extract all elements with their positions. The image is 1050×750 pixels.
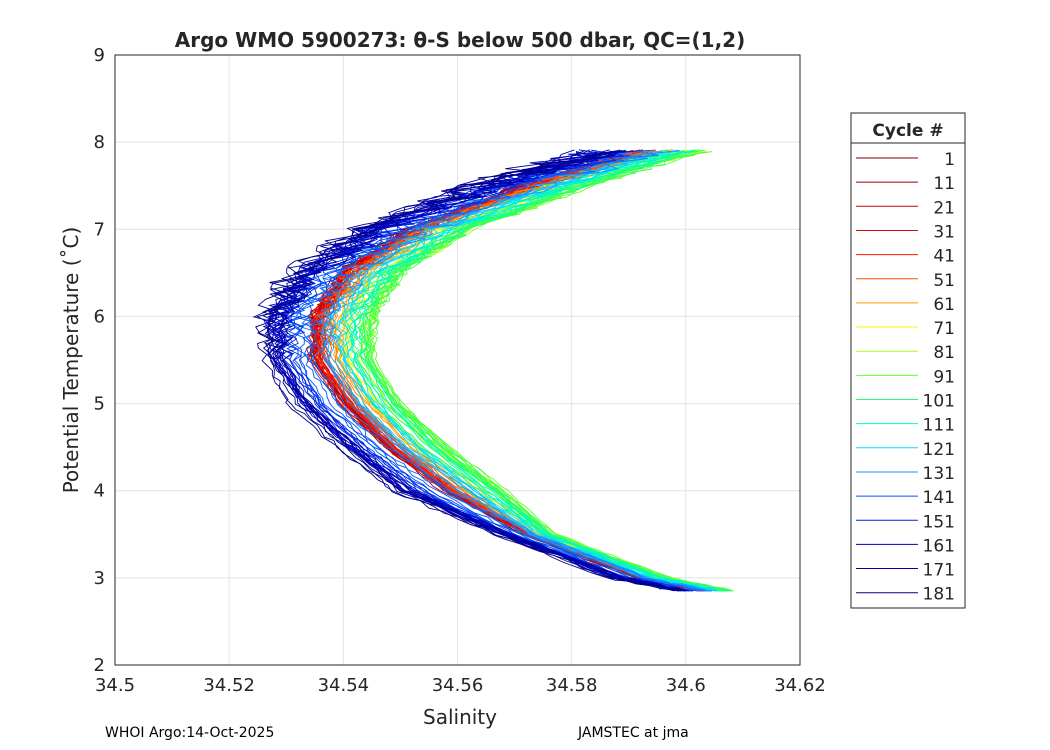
x-tick-label: 34.5 (95, 675, 135, 696)
profile-line-cycle-181 (252, 150, 675, 592)
legend-label-71: 71 (933, 319, 955, 339)
profile-line-cycle-178 (262, 149, 681, 592)
legend-title: Cycle # (872, 121, 943, 141)
legend-label-21: 21 (933, 198, 955, 218)
x-tick-label: 34.62 (774, 675, 826, 696)
profile-line-cycle-134 (305, 150, 699, 592)
x-tick-label: 34.52 (203, 675, 255, 696)
y-tick-label: 7 (94, 219, 105, 240)
y-tick-label: 2 (94, 655, 105, 676)
profile-line-cycle-138 (294, 150, 700, 592)
x-tick-label: 34.54 (318, 675, 370, 696)
x-axis-label: Salinity (423, 705, 497, 729)
legend-label-171: 171 (923, 561, 955, 581)
chart-title: Argo WMO 5900273: θ-S below 500 dbar, QC… (175, 28, 745, 52)
x-tick-label: 34.58 (546, 675, 598, 696)
legend-label-1: 1 (944, 150, 955, 170)
legend-label-61: 61 (933, 295, 955, 315)
axes-box (114, 54, 801, 666)
footer-institution: JAMSTEC at jma (578, 725, 689, 741)
profile-line-cycle-131 (317, 150, 709, 592)
legend-box (850, 112, 966, 609)
profile-line-cycle-104 (360, 149, 730, 592)
legend-label-121: 121 (923, 440, 955, 460)
legend-label-11: 11 (933, 174, 955, 194)
profile-line-cycle-172 (268, 151, 685, 592)
legend-label-141: 141 (923, 488, 955, 508)
legend-label-161: 161 (923, 536, 955, 556)
y-tick-label: 6 (94, 306, 105, 327)
legend-label-41: 41 (933, 247, 955, 267)
profile-line-cycle-176 (256, 149, 682, 592)
y-axis-label: Potential Temperature (˚C) (59, 227, 83, 494)
x-tick-label: 34.56 (432, 675, 484, 696)
legend-label-181: 181 (923, 585, 955, 605)
y-tick-label: 9 (94, 45, 105, 66)
y-tick-label: 5 (94, 394, 105, 415)
legend-label-51: 51 (933, 271, 955, 291)
y-tick-label: 3 (94, 568, 105, 589)
profile-line-cycle-122 (331, 151, 713, 592)
profile-line-cycle-174 (268, 149, 686, 592)
legend-label-31: 31 (933, 222, 955, 242)
legend-label-131: 131 (923, 464, 955, 484)
legend-label-101: 101 (923, 392, 955, 412)
x-tick-label: 34.6 (666, 675, 706, 696)
legend-label-91: 91 (933, 367, 955, 387)
profile-line-cycle-180 (255, 150, 679, 592)
legend-label-151: 151 (923, 512, 955, 532)
legend-label-81: 81 (933, 343, 955, 363)
y-tick-label: 4 (94, 481, 105, 502)
profile-line-cycle-171 (273, 150, 686, 592)
legend-label-111: 111 (923, 416, 955, 436)
profile-line-cycle-110 (350, 150, 716, 592)
y-tick-label: 8 (94, 132, 105, 153)
footer-source-date: WHOI Argo:14-Oct-2025 (105, 725, 275, 741)
